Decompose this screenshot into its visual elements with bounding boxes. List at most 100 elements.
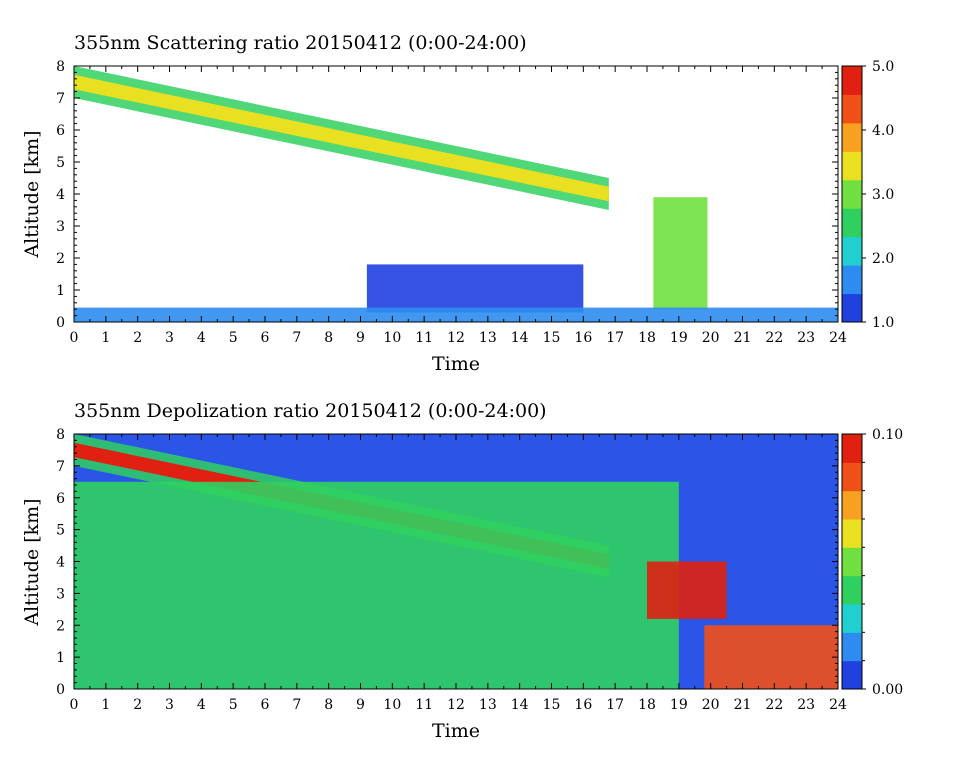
y-tick-label: 2 (56, 618, 65, 634)
scattering-xlabel: Time (432, 353, 480, 375)
x-tick-label: 4 (197, 697, 206, 713)
depolarization-ylabel: Altitude [km] (21, 498, 43, 626)
x-tick-label: 5 (229, 330, 238, 346)
x-tick-label: 14 (511, 330, 529, 346)
x-tick-label: 23 (797, 697, 815, 713)
x-tick-label: 4 (197, 330, 206, 346)
colorbar-segment (842, 122, 862, 152)
colorbar-tick-label: 3.0 (872, 187, 894, 203)
x-tick-label: 3 (165, 330, 174, 346)
x-tick-label: 7 (292, 697, 301, 713)
heatmap-region (74, 481, 679, 689)
scattering-ylabel: Altitude [km] (21, 130, 43, 258)
x-tick-label: 20 (702, 330, 720, 346)
x-tick-label: 9 (356, 697, 365, 713)
y-tick-label: 0 (56, 315, 65, 331)
x-tick-label: 1 (101, 697, 110, 713)
y-tick-label: 4 (56, 187, 65, 203)
y-tick-label: 7 (56, 91, 65, 107)
colorbar-tick-label: 0.10 (872, 427, 903, 443)
depolarization-x-axis: 0 1 2 3 4 5 6 7 8 9 10 11 12 13 14 15 16 17 18 19 20 21 22 23 24 (70, 434, 847, 713)
x-tick-label: 19 (670, 697, 688, 713)
depolarization-y-axis: 0 1 2 3 4 5 6 7 8 (56, 427, 838, 698)
x-tick-label: 24 (829, 697, 847, 713)
heatmap-region (704, 625, 838, 689)
colorbar-segment (842, 490, 862, 520)
x-tick-label: 5 (229, 697, 238, 713)
colorbar-segment (842, 66, 862, 95)
y-tick-label: 6 (56, 123, 65, 139)
colorbar-tick-label: 5.0 (872, 59, 894, 75)
x-tick-label: 8 (324, 330, 333, 346)
x-tick-label: 10 (383, 330, 401, 346)
y-tick-label: 5 (56, 155, 65, 171)
x-tick-label: 14 (511, 697, 529, 713)
x-tick-label: 11 (415, 330, 433, 346)
colorbar-segment (842, 208, 862, 238)
colorbar-segment (842, 575, 862, 605)
heatmap-region (366, 264, 584, 313)
x-tick-label: 23 (797, 330, 815, 346)
x-tick-label: 16 (574, 330, 592, 346)
heatmap-region (653, 197, 708, 310)
y-tick-label: 2 (56, 251, 65, 267)
depolarization-title: 355nm Depolization ratio 20150412 (0:00-… (74, 400, 547, 422)
colorbar-segment (842, 434, 862, 463)
x-tick-label: 24 (829, 330, 847, 346)
x-tick-label: 13 (479, 330, 497, 346)
x-tick-label: 12 (447, 697, 465, 713)
x-tick-label: 15 (543, 330, 561, 346)
colorbar-segment (842, 94, 862, 124)
scattering-x-axis: 0 1 2 3 4 5 6 7 8 9 10 11 12 13 14 15 16 17 18 19 20 21 22 23 24 (70, 66, 847, 346)
scattering-y-axis: 0 1 2 3 4 5 6 7 8 (56, 59, 838, 331)
colorbar-tick-label: 1.0 (872, 315, 894, 331)
y-tick-label: 0 (56, 682, 65, 698)
y-tick-label: 8 (56, 427, 65, 443)
scattering-colorbar: 1.0 2.0 3.0 4.0 5.0 (841, 59, 894, 331)
x-tick-label: 18 (638, 697, 656, 713)
x-tick-label: 8 (324, 697, 333, 713)
x-tick-label: 10 (383, 697, 401, 713)
y-tick-label: 3 (56, 219, 65, 235)
y-tick-label: 8 (56, 59, 65, 75)
y-tick-label: 5 (56, 523, 65, 539)
colorbar-segment (842, 462, 862, 492)
colorbar-tick-label: 0.00 (872, 682, 903, 698)
depolarization-heatmap (74, 434, 838, 689)
x-tick-label: 13 (479, 697, 497, 713)
y-tick-label: 4 (56, 555, 65, 571)
x-tick-label: 16 (574, 697, 592, 713)
x-tick-label: 20 (702, 697, 720, 713)
colorbar-segment (842, 547, 862, 577)
y-tick-label: 1 (56, 650, 65, 666)
x-tick-label: 1 (101, 330, 110, 346)
depolarization-colorbar: 0.00 0.10 (841, 427, 903, 698)
colorbar-frame (841, 433, 863, 690)
depolarization-chart: 355nm Depolization ratio 20150412 (0:00-… (21, 400, 903, 742)
colorbar-segment (842, 179, 862, 209)
x-tick-label: 19 (670, 330, 688, 346)
x-tick-label: 15 (543, 697, 561, 713)
colorbar-segment (842, 236, 862, 266)
x-tick-label: 7 (292, 330, 301, 346)
scattering-chart: 355nm Scattering ratio 20150412 (0:00-24… (21, 32, 894, 375)
depolarization-xlabel: Time (432, 720, 480, 742)
colorbar-segment (842, 632, 862, 662)
x-tick-label: 3 (165, 697, 174, 713)
scattering-title: 355nm Scattering ratio 20150412 (0:00-24… (74, 32, 527, 54)
colorbar-tick-label: 2.0 (872, 251, 894, 267)
heatmap-band (74, 74, 609, 202)
x-tick-label: 17 (606, 697, 624, 713)
x-tick-label: 18 (638, 330, 656, 346)
colorbar-tick-label: 4.0 (872, 123, 894, 139)
y-tick-label: 1 (56, 283, 65, 299)
x-tick-label: 0 (70, 697, 79, 713)
x-tick-label: 12 (447, 330, 465, 346)
x-tick-label: 6 (261, 330, 270, 346)
x-tick-label: 2 (133, 330, 142, 346)
x-tick-label: 22 (765, 330, 783, 346)
x-tick-label: 21 (734, 330, 752, 346)
colorbar-segment (842, 151, 862, 181)
x-tick-label: 6 (261, 697, 270, 713)
